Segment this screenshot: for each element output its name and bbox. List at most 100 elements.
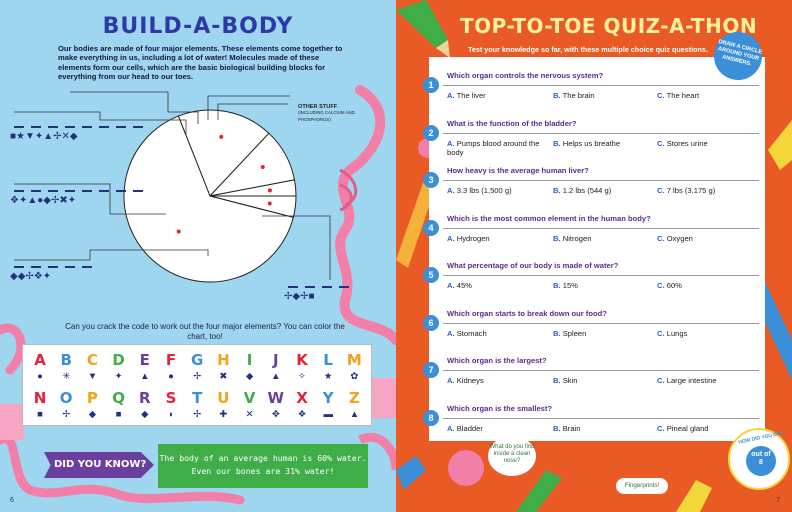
question-number: 8	[423, 409, 439, 426]
option-letter: C.	[657, 376, 665, 385]
answer-option-b[interactable]: B. Brain	[553, 424, 649, 433]
answer-option-c[interactable]: C. 7 lbs (3,175 g)	[657, 186, 753, 195]
answer-option-c[interactable]: C. Pineal gland	[657, 424, 753, 433]
option-text: Lungs	[666, 328, 688, 338]
answer-option-c[interactable]: C. The heart	[657, 91, 753, 100]
code-symbol: ✧	[298, 371, 306, 382]
code-symbol: ✖	[219, 371, 228, 382]
code-letter: G	[191, 351, 204, 369]
question-number: 3	[423, 172, 439, 188]
answer-option-b[interactable]: B. 15%	[553, 281, 649, 290]
option-letter: A.	[447, 233, 455, 243]
answer-option-b[interactable]: B. 1.2 lbs (544 g)	[553, 186, 649, 195]
option-text: 1.2 lbs (544 g)	[562, 186, 612, 195]
answer-option-a[interactable]: A. The liver	[447, 91, 543, 100]
code-key-table: A ● B ✳ C ▼ D ✦ E ▲ F ● G ✢ H ✖ I ◆ J ▲ K ✧ L ★ M ✿ N ■ O ✢ P ◆ Q ■ R ◆ S ◗ T ✢…	[22, 344, 372, 426]
answer-option-c[interactable]: C. Lungs	[657, 329, 753, 338]
right-page: TOP-TO-TOE QUIZ-A-THON Test your knowled…	[396, 0, 792, 512]
code-symbol: ✕	[245, 409, 254, 420]
code-letter: B	[60, 351, 72, 369]
question-text: Which is the most common element in the …	[447, 213, 651, 223]
other-stuff-label: OTHER STUFF (INCLUDING CALCIUM AND PHOSP…	[298, 104, 358, 123]
answer-option-a[interactable]: A. Kidneys	[447, 376, 543, 385]
option-letter: A.	[447, 328, 455, 338]
answer-option-a[interactable]: A. Bladder	[447, 424, 543, 433]
option-letter: B.	[553, 281, 561, 290]
answer-option-c[interactable]: C. 60%	[657, 281, 753, 290]
answer-option-c[interactable]: C. Large intestine	[657, 376, 753, 385]
option-letter: A.	[447, 138, 455, 148]
option-letter: B.	[553, 328, 561, 338]
question-divider	[443, 132, 759, 134]
other-stuff-sub: (INCLUDING CALCIUM AND PHOSPHORUS)	[298, 110, 355, 122]
question-text: Which organ controls the nervous system?	[447, 71, 604, 80]
answer-option-b[interactable]: B. The brain	[553, 91, 649, 100]
option-letter: B.	[553, 376, 561, 385]
code-symbol: ▬	[323, 409, 333, 420]
answer-option-b[interactable]: B. Helps us breathe	[553, 139, 649, 148]
option-letter: C.	[657, 138, 665, 148]
pie-chart	[120, 106, 300, 291]
option-letter: A.	[447, 423, 455, 433]
code-letter: N	[33, 389, 47, 407]
option-text: 7 lbs (3,175 g)	[666, 186, 716, 195]
answer-option-a[interactable]: A. 45%	[447, 281, 543, 290]
option-letter: A.	[447, 186, 455, 195]
crack-code-text: Can you crack the code to work out the f…	[65, 322, 345, 341]
option-text: 45%	[456, 281, 472, 290]
score-total: 8	[759, 459, 763, 466]
fact-line-2: Even our bones are 31% water!	[191, 466, 335, 476]
code-symbol: ■	[115, 409, 122, 420]
code-symbol: ▲	[349, 409, 360, 420]
option-text: Hydrogen	[456, 233, 490, 243]
code-letter: V	[243, 389, 256, 407]
answer-blanks-4	[288, 286, 356, 288]
code-letter: L	[323, 351, 333, 369]
code-symbol: ✥	[271, 409, 280, 420]
code-symbol: ◆	[245, 371, 254, 382]
answer-option-a[interactable]: A. Stomach	[447, 329, 543, 338]
pie-slice-marker	[260, 164, 265, 169]
option-letter: B.	[553, 138, 561, 148]
code-letter: S	[165, 389, 177, 407]
question-text: How heavy is the average human liver?	[447, 166, 589, 175]
answer-option-a[interactable]: A. Hydrogen	[447, 234, 543, 243]
code-letter: J	[273, 351, 279, 369]
code-symbol: ★	[323, 371, 333, 382]
answer-option-b[interactable]: B. Nitrogen	[553, 234, 649, 243]
answer-option-a[interactable]: A. Pumps blood around the body	[447, 139, 543, 157]
code-symbol: ✿	[350, 371, 359, 382]
code-letter: T	[192, 389, 203, 407]
code-symbol: ✢	[193, 371, 202, 382]
code-letter: Q	[112, 389, 125, 407]
page-number-left: 6	[10, 497, 14, 504]
code-row-1: ■★▼✦▲✢✕◆	[10, 131, 78, 142]
score-circle: HOW DID YOU DO? out of 8	[728, 428, 790, 490]
code-symbol: ●	[168, 371, 174, 382]
answer-option-a[interactable]: A. 3.3 lbs (1,500 g)	[447, 186, 543, 195]
option-letter: C.	[657, 233, 665, 243]
code-symbol: ✦	[114, 371, 123, 382]
left-page: BUILD-A-BODY Our bodies are made of four…	[0, 0, 396, 512]
question-divider	[443, 275, 759, 276]
option-text: The liver	[456, 91, 486, 100]
pie-slice-marker	[176, 229, 181, 234]
code-symbol: ●	[37, 371, 43, 382]
option-letter: A.	[447, 281, 455, 290]
answer-option-c[interactable]: C. Oxygen	[657, 234, 753, 243]
option-letter: A.	[447, 91, 455, 100]
option-text: Kidneys	[456, 376, 484, 385]
option-text: 60%	[666, 281, 682, 290]
nose-question-bubble: What do you find inside a clean nose?	[488, 436, 536, 476]
answer-option-c[interactable]: C. Stores urine	[657, 139, 753, 148]
question-number: 1	[423, 77, 439, 93]
quiz-sheet: 1 Which organ controls the nervous system…	[423, 57, 765, 441]
option-letter: B.	[553, 91, 561, 100]
answer-option-b[interactable]: B. Spleen	[553, 329, 649, 338]
code-row-3: ◆◆✢❖✦	[10, 271, 52, 282]
answer-blanks-3	[14, 266, 99, 268]
question-divider	[443, 322, 759, 324]
answer-option-b[interactable]: B. Skin	[553, 376, 649, 385]
code-symbol: ✳	[62, 371, 71, 382]
code-symbol: ◗	[168, 409, 174, 420]
